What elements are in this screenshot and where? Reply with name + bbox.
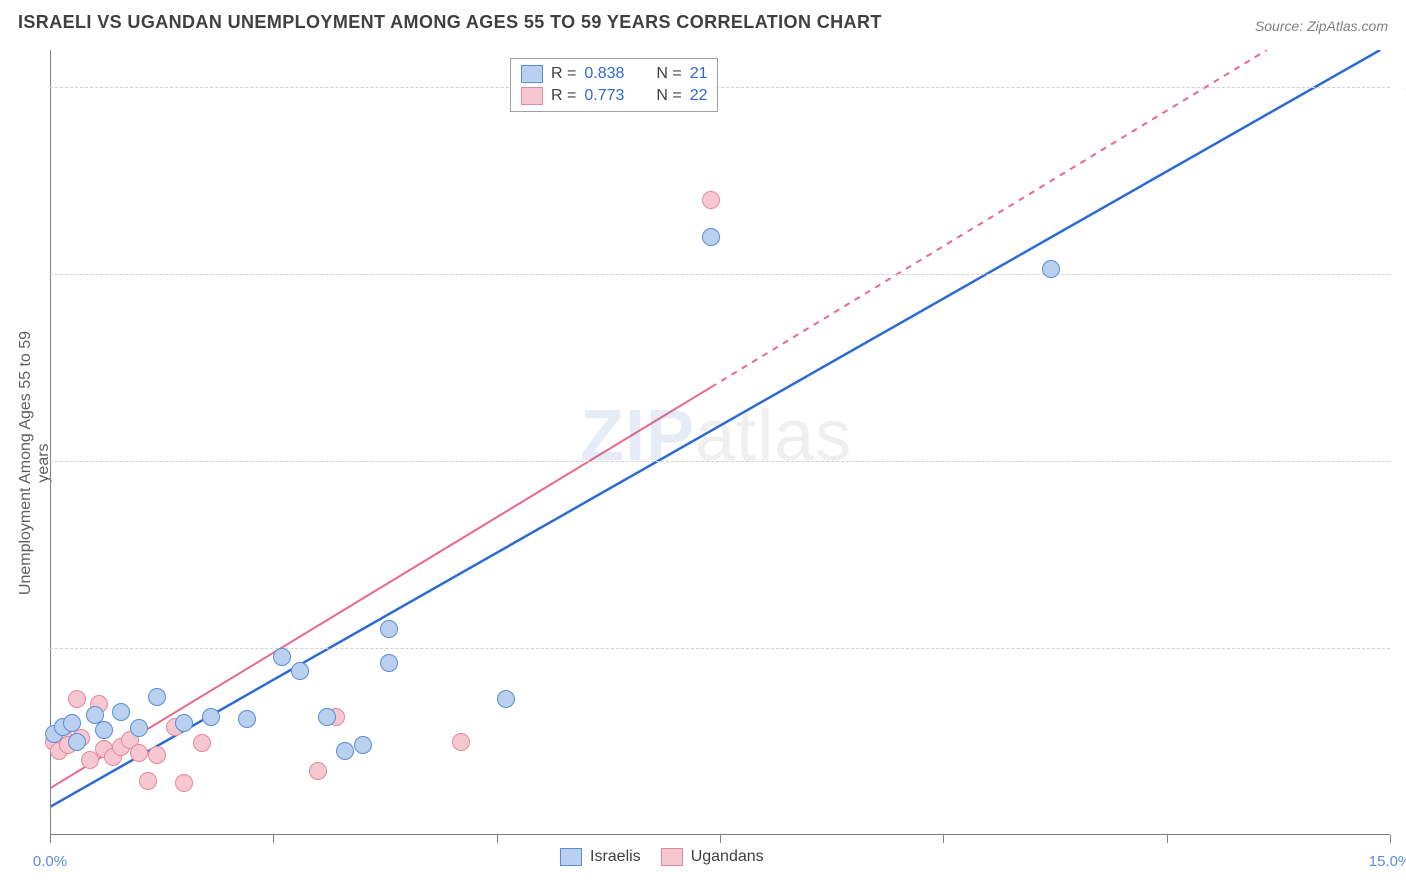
data-point-ugandans (309, 762, 327, 780)
x-tick (1390, 835, 1391, 843)
x-tick-label: 15.0% (1369, 853, 1406, 870)
x-tick (497, 835, 498, 843)
data-point-israelis (1042, 260, 1060, 278)
x-tick (1167, 835, 1168, 843)
swatch-icon (521, 65, 543, 83)
data-point-israelis (273, 648, 291, 666)
data-point-ugandans (452, 733, 470, 751)
data-point-ugandans (68, 690, 86, 708)
n-label: N = (656, 65, 681, 83)
stats-row-israelis: R = 0.838 N = 21 (521, 63, 707, 85)
n-value: 22 (690, 87, 708, 105)
x-tick (273, 835, 274, 843)
swatch-icon (661, 848, 683, 866)
r-value: 0.838 (584, 65, 638, 83)
data-point-israelis (380, 620, 398, 638)
r-label: R = (551, 87, 576, 105)
data-point-israelis (148, 688, 166, 706)
y-axis-label: Unemployment Among Ages 55 to 59 years (17, 313, 53, 613)
data-point-israelis (202, 708, 220, 726)
data-point-israelis (497, 690, 515, 708)
data-point-israelis (95, 721, 113, 739)
data-point-israelis (702, 228, 720, 246)
y-axis (50, 50, 51, 835)
data-point-ugandans (702, 191, 720, 209)
data-point-ugandans (139, 772, 157, 790)
legend-label: Ugandans (691, 848, 764, 866)
scatter-plot: 10.0%20.0%30.0%40.0%0.0%15.0% (50, 50, 1390, 835)
legend-label: Israelis (590, 848, 641, 866)
grid-line (50, 461, 1390, 462)
data-point-ugandans (148, 746, 166, 764)
r-label: R = (551, 65, 576, 83)
series-legend: Israelis Ugandans (560, 848, 764, 866)
x-tick-label: 0.0% (33, 853, 67, 870)
chart-title: ISRAELI VS UGANDAN UNEMPLOYMENT AMONG AG… (18, 12, 882, 33)
r-value: 0.773 (584, 87, 638, 105)
swatch-icon (560, 848, 582, 866)
data-point-israelis (336, 742, 354, 760)
legend-item-israelis: Israelis (560, 848, 641, 866)
legend-item-ugandans: Ugandans (661, 848, 764, 866)
x-tick (50, 835, 51, 843)
fit-line-ugandans (711, 50, 1267, 387)
stats-row-ugandans: R = 0.773 N = 22 (521, 85, 707, 107)
stats-legend: R = 0.838 N = 21 R = 0.773 N = 22 (510, 58, 718, 112)
fit-line-israelis (50, 50, 1380, 807)
source-attribution: Source: ZipAtlas.com (1255, 18, 1388, 34)
data-point-israelis (68, 733, 86, 751)
data-point-israelis (130, 719, 148, 737)
data-point-israelis (354, 736, 372, 754)
data-point-israelis (380, 654, 398, 672)
data-point-israelis (238, 710, 256, 728)
data-point-israelis (318, 708, 336, 726)
data-point-israelis (112, 703, 130, 721)
grid-line (50, 87, 1390, 88)
data-point-israelis (63, 714, 81, 732)
fit-line-ugandans (50, 387, 711, 788)
x-tick (943, 835, 944, 843)
grid-line (50, 648, 1390, 649)
n-value: 21 (690, 65, 708, 83)
x-tick (720, 835, 721, 843)
data-point-israelis (291, 662, 309, 680)
data-point-ugandans (175, 774, 193, 792)
data-point-ugandans (130, 744, 148, 762)
n-label: N = (656, 87, 681, 105)
data-point-israelis (175, 714, 193, 732)
swatch-icon (521, 87, 543, 105)
data-point-ugandans (193, 734, 211, 752)
grid-line (50, 274, 1390, 275)
